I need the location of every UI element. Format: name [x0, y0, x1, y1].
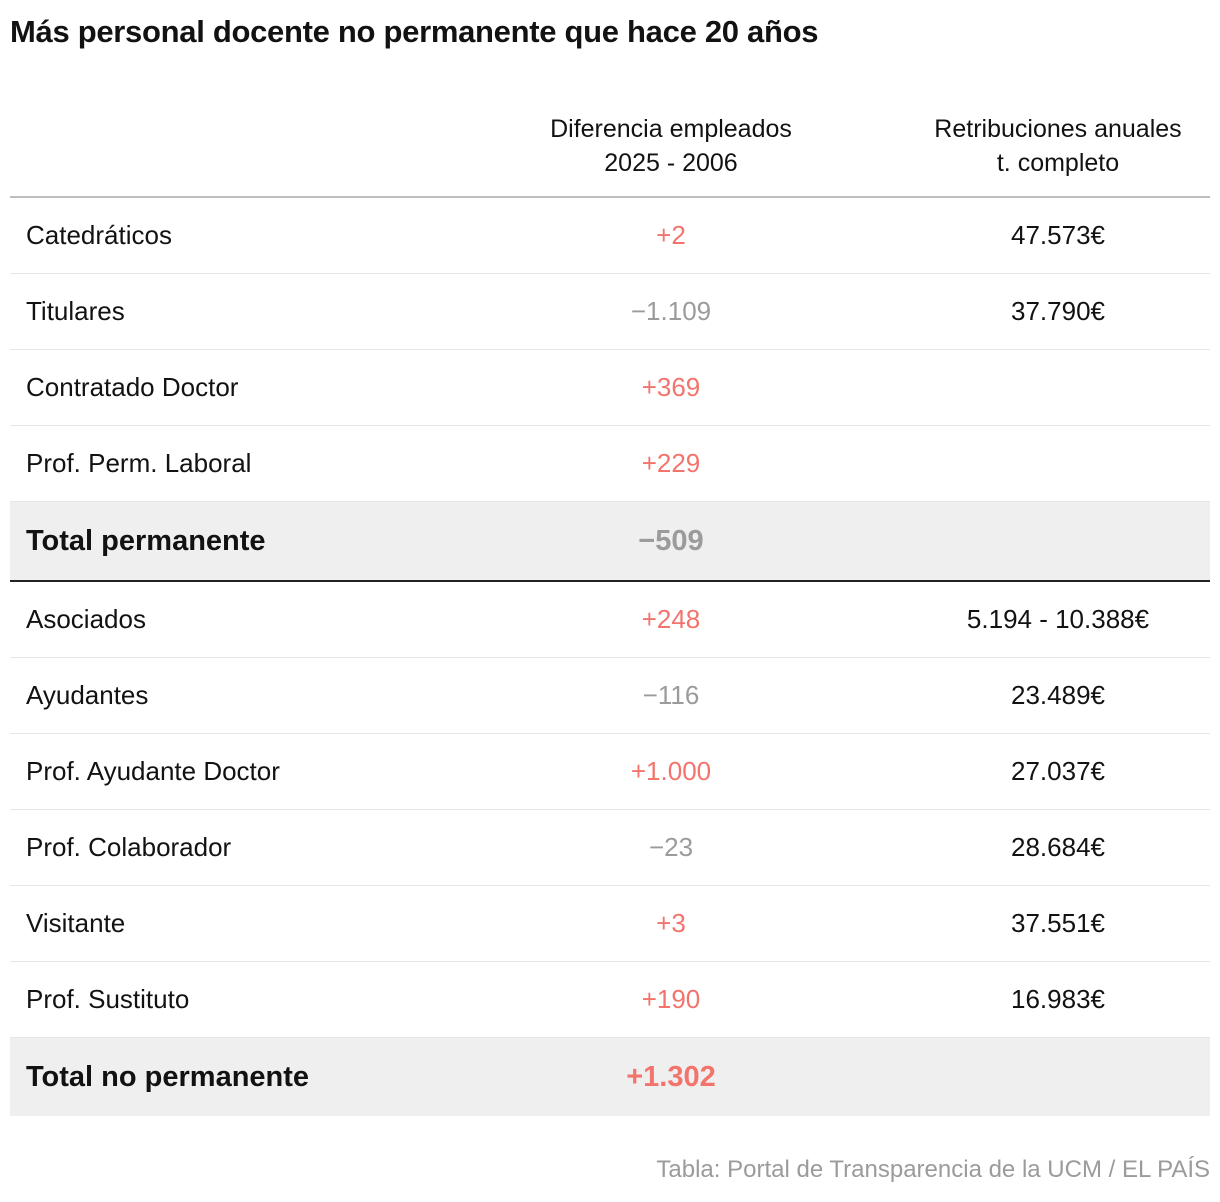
row-difference-value: +229	[641, 448, 701, 478]
row-difference-value: −1.109	[630, 296, 712, 326]
column-header-difference: Diferencia empleados 2025 - 2006	[471, 112, 871, 180]
row-label: Total no permanente	[26, 1060, 310, 1093]
page-title: Más personal docente no permanente que h…	[10, 14, 819, 49]
row-label: Asociados	[26, 604, 146, 634]
column-header-difference-line2: 2025 - 2006	[604, 149, 738, 177]
row-label: Prof. Colaborador	[26, 832, 232, 862]
row-label: Prof. Ayudante Doctor	[26, 756, 280, 786]
table-row: Contratado Doctor +369	[10, 350, 1210, 426]
row-difference-value: −23	[648, 832, 694, 862]
row-label: Prof. Sustituto	[26, 984, 190, 1014]
row-salary-value	[858, 350, 1220, 425]
table-total-row: Total permanente −509	[10, 502, 1210, 582]
row-difference-value: +3	[656, 908, 686, 938]
table-header: Diferencia empleados 2025 - 2006 Retribu…	[10, 96, 1210, 198]
row-label: Titulares	[26, 296, 125, 326]
row-difference-value: +2	[656, 220, 686, 250]
row-difference-value: +1.000	[630, 756, 712, 786]
row-difference-value: −116	[642, 680, 700, 710]
row-salary-value	[858, 502, 1220, 580]
table-row: Titulares −1.109 37.790€	[10, 274, 1210, 350]
row-salary-value: 16.983€	[1011, 984, 1105, 1014]
row-salary-value: 27.037€	[1011, 756, 1105, 786]
row-label: Total permanente	[26, 524, 266, 557]
row-label: Catedráticos	[26, 220, 172, 250]
source-credit: Tabla: Portal de Transparencia de la UCM…	[656, 1156, 1210, 1183]
row-label: Ayudantes	[26, 680, 149, 710]
table-row: Asociados +248 5.194 - 10.388€	[10, 582, 1210, 658]
table-row: Catedráticos +2 47.573€	[10, 198, 1210, 274]
row-difference-value: +1.302	[626, 1060, 716, 1093]
row-salary-value	[858, 426, 1220, 501]
row-salary-value	[858, 1038, 1220, 1116]
row-salary-value: 47.573€	[1011, 220, 1105, 250]
row-label: Prof. Perm. Laboral	[26, 448, 252, 478]
row-difference-value: −509	[638, 524, 704, 557]
column-header-salary-line2: t. completo	[996, 149, 1120, 177]
row-difference-value: +248	[641, 604, 701, 634]
row-salary-value: 5.194 - 10.388€	[966, 604, 1150, 634]
row-salary-value: 37.790€	[1011, 296, 1105, 326]
column-header-salary-line1: Retribuciones anuales	[934, 115, 1182, 143]
column-header-salary: Retribuciones anuales t. completo	[858, 112, 1220, 180]
data-table: Diferencia empleados 2025 - 2006 Retribu…	[10, 96, 1210, 1116]
row-salary-value: 28.684€	[1011, 832, 1105, 862]
table-row: Prof. Sustituto +190 16.983€	[10, 962, 1210, 1038]
row-difference-value: +369	[641, 372, 701, 402]
table-row: Prof. Ayudante Doctor +1.000 27.037€	[10, 734, 1210, 810]
row-difference-value: +190	[641, 984, 701, 1014]
table-row: Prof. Perm. Laboral +229	[10, 426, 1210, 502]
row-salary-value: 37.551€	[1011, 908, 1105, 938]
table-row: Prof. Colaborador −23 28.684€	[10, 810, 1210, 886]
table-total-row: Total no permanente +1.302	[10, 1038, 1210, 1116]
row-label: Visitante	[26, 908, 126, 938]
row-salary-value: 23.489€	[1011, 680, 1105, 710]
column-header-difference-line1: Diferencia empleados	[550, 115, 792, 143]
table-row: Ayudantes −116 23.489€	[10, 658, 1210, 734]
row-label: Contratado Doctor	[26, 372, 239, 402]
table-body: Catedráticos +2 47.573€ Titulares −1.109 37.7…	[10, 198, 1210, 1116]
table-row: Visitante +3 37.551€	[10, 886, 1210, 962]
